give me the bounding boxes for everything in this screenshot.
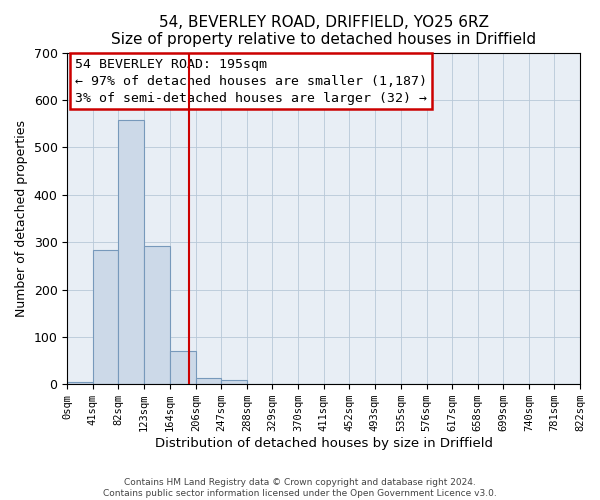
Text: 54 BEVERLEY ROAD: 195sqm
← 97% of detached houses are smaller (1,187)
3% of semi: 54 BEVERLEY ROAD: 195sqm ← 97% of detach… bbox=[75, 58, 427, 104]
Bar bbox=[170, 351, 196, 384]
Text: Contains HM Land Registry data © Crown copyright and database right 2024.
Contai: Contains HM Land Registry data © Crown c… bbox=[103, 478, 497, 498]
X-axis label: Distribution of detached houses by size in Driffield: Distribution of detached houses by size … bbox=[155, 437, 493, 450]
Title: 54, BEVERLEY ROAD, DRIFFIELD, YO25 6RZ
Size of property relative to detached hou: 54, BEVERLEY ROAD, DRIFFIELD, YO25 6RZ S… bbox=[111, 15, 536, 48]
Bar bbox=[118, 120, 144, 384]
Y-axis label: Number of detached properties: Number of detached properties bbox=[15, 120, 28, 317]
Bar bbox=[144, 246, 170, 384]
Bar bbox=[196, 378, 221, 384]
Bar bbox=[221, 380, 247, 384]
Bar bbox=[93, 250, 118, 384]
Bar bbox=[67, 382, 93, 384]
